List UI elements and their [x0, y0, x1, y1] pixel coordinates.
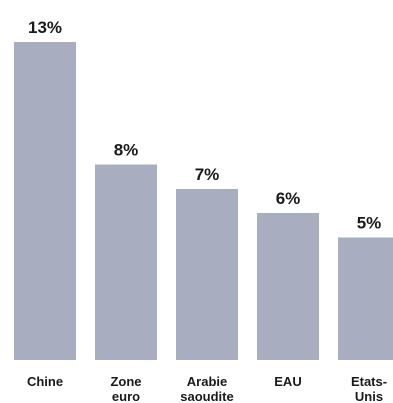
value-label-4: 5% [357, 214, 382, 233]
bar-1 [95, 164, 157, 360]
category-label-4-line-1: Unis [355, 389, 383, 403]
category-label-2: Arabie saoudite [180, 374, 233, 403]
category-label-4: Etats-Unis [351, 374, 387, 403]
category-label-1-line-0: Zone [110, 374, 141, 389]
value-label-1: 8% [114, 140, 139, 159]
value-label-3: 6% [276, 189, 301, 208]
bar-4 [338, 237, 393, 360]
category-label-0: Chine [27, 374, 63, 389]
value-labels-group: 13% 8% 7% 6% 5% [28, 18, 381, 233]
category-labels-group: Chine Zone euro Arabie saoudite EAU Etats-Unis [27, 374, 387, 403]
category-label-3-line-0: EAU [274, 374, 301, 389]
bars-group [14, 42, 393, 360]
category-label-1-line-1: euro [112, 389, 140, 403]
category-label-3: EAU [274, 374, 301, 389]
bar-0 [14, 42, 76, 360]
value-label-2: 7% [195, 165, 220, 184]
category-label-0-line-0: Chine [27, 374, 63, 389]
category-label-2-line-0: Arabie [187, 374, 227, 389]
value-label-0: 13% [28, 18, 62, 37]
bar-3 [257, 213, 319, 360]
category-label-4-line-0: Etats- [351, 374, 387, 389]
bar-2 [176, 188, 238, 360]
category-label-2-line-1: saoudite [180, 389, 233, 403]
category-label-1: Zone euro [110, 374, 141, 403]
